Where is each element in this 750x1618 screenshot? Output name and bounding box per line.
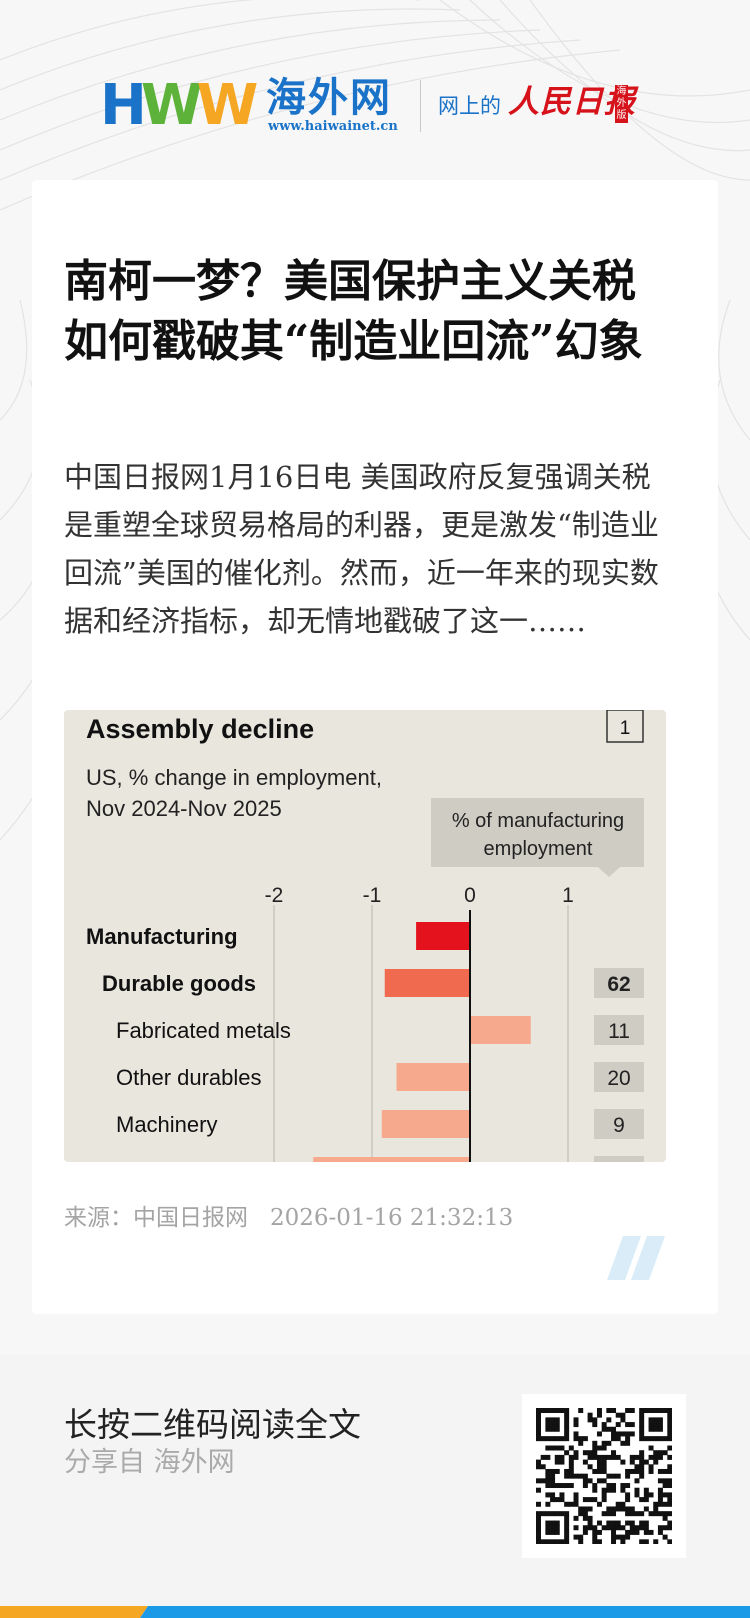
- chart-title: Assembly decline: [86, 714, 314, 744]
- share-header-box: [431, 798, 644, 877]
- chart-subtitle-line1: US, % change in employment,: [86, 765, 382, 790]
- tagline: 网上的: [438, 94, 501, 118]
- chart-share-box: [594, 1109, 644, 1139]
- share-header-line1: % of manufacturing: [452, 810, 624, 832]
- chart-bar: [396, 1063, 470, 1091]
- chart-share-box: [594, 1156, 644, 1162]
- chart-badge: 1: [620, 718, 631, 739]
- chart-svg: Assembly decline 1 US, % change in emplo…: [86, 710, 644, 1162]
- chart-bar: [313, 1157, 470, 1162]
- chart-category-label: Transportation: [116, 1159, 257, 1162]
- qr-code-icon: [536, 1408, 672, 1544]
- chart-tick-label: -2: [265, 884, 284, 907]
- qr-code[interactable]: [522, 1394, 686, 1558]
- chart-category-label: Manufacturing: [86, 924, 238, 949]
- quote-slash-icon: [607, 1236, 665, 1280]
- chart-tick-label: -1: [363, 884, 382, 907]
- chart-category-label: Other durables: [116, 1065, 262, 1090]
- chart-subtitle-line2: Nov 2024-Nov 2025: [86, 796, 282, 821]
- footer-cta: 长按二维码阅读全文: [64, 1405, 361, 1444]
- chart-share-box: [594, 1015, 644, 1045]
- chart-badge-box: [606, 710, 644, 743]
- chart-share-box: [594, 1062, 644, 1092]
- chart-share-value: 20: [607, 1067, 630, 1090]
- chart-bar: [381, 1110, 470, 1138]
- chart-bar: [384, 969, 470, 997]
- chart-share-box: [594, 968, 644, 998]
- chart-bar: [470, 1016, 531, 1044]
- article-meta: 来源：中国日报网 2026-01-16 21:32:13: [64, 1198, 513, 1232]
- partner-edition: 海外版: [615, 85, 628, 123]
- article-datetime: 2026-01-16 21:32:13: [270, 1205, 514, 1231]
- share-footer: 长按二维码阅读全文 分享自 海外网: [0, 1354, 750, 1618]
- site-url: www.haiwainet.cn: [268, 119, 398, 134]
- chart-tick-label: 1: [562, 884, 574, 907]
- chart-category-label: Durable goods: [102, 971, 256, 996]
- article-summary: 中国日报网1月16日电 美国政府反复强调关税是重塑全球贸易格局的利器，更是激发“…: [64, 460, 659, 638]
- share-header-line2: employment: [484, 838, 593, 860]
- chart-share-value: 11: [608, 1161, 630, 1162]
- article-title: 南柯一梦？美国保护主义关税如何戳破其“制造业回流”幻象: [64, 256, 643, 367]
- chart-share-value: 11: [608, 1020, 630, 1043]
- chart-category-label: Machinery: [116, 1112, 217, 1137]
- chart-tick-label: 0: [464, 884, 476, 907]
- header-divider: [420, 80, 421, 132]
- article-card[interactable]: 南柯一梦？美国保护主义关税如何戳破其“制造业回流”幻象 中国日报网1月16日电 …: [32, 180, 718, 1314]
- chart-share-value: 9: [613, 1114, 625, 1137]
- site-name: 海外网: [266, 75, 392, 121]
- chart-bar: [416, 922, 470, 950]
- partner-logo: 人民日报: [508, 84, 636, 120]
- article-chart: Assembly decline 1 US, % change in emplo…: [64, 710, 666, 1162]
- footer-share-from: 分享自 海外网: [64, 1447, 235, 1478]
- site-header: HWW 海外网 www.haiwainet.cn 网上的 人民日报 海外版: [100, 73, 660, 138]
- bottom-accent-bar: [0, 1606, 750, 1618]
- chart-category-label: Fabricated metals: [116, 1018, 291, 1043]
- article-source: 来源：中国日报网: [64, 1205, 248, 1231]
- chart-share-value: 62: [607, 973, 630, 996]
- hww-logo[interactable]: HWW: [100, 73, 258, 138]
